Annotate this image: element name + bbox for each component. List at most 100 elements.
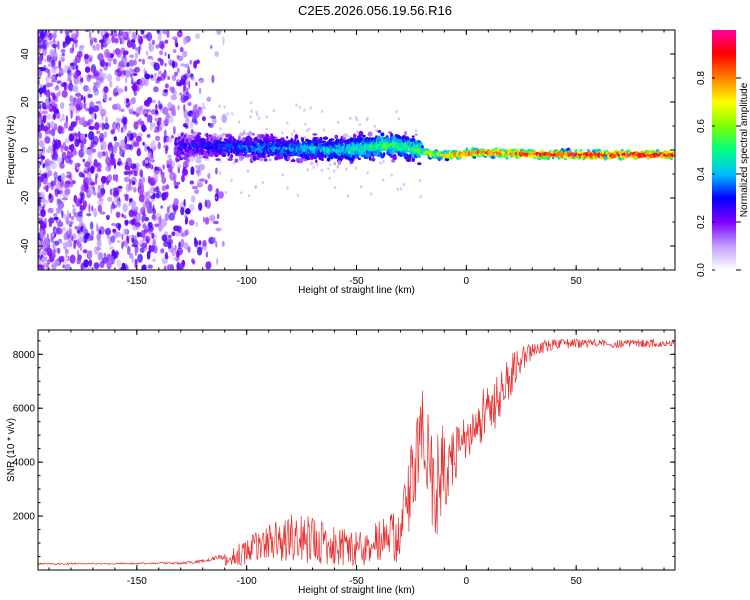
spectrogram-noise-cell (74, 42, 78, 48)
spectrogram-noise-cell (96, 130, 101, 134)
spectrogram-noise-cell (49, 49, 55, 58)
spectrogram-noise-cell (179, 229, 184, 236)
spectrogram-noise-cell (66, 171, 72, 175)
spectrogram-noise-cell (133, 141, 140, 147)
spectrogram-noise-cell (75, 92, 82, 98)
spectrogram-noise-cell (38, 140, 45, 148)
spectrogram-noise-cell (173, 126, 176, 135)
spectrogram-noise-cell (95, 43, 100, 51)
spectrogram-noise-cell (96, 233, 101, 241)
spectrogram-noise-cell (60, 48, 66, 53)
spectrogram-noise-cell (48, 217, 55, 224)
spectrogram-signal-cell (411, 138, 416, 143)
spectrogram-noise-cell (124, 219, 127, 224)
spectrogram-noise-cell (184, 208, 191, 215)
spectrogram-signal-cell (414, 133, 418, 136)
spectrogram-noise-cell (109, 80, 113, 88)
spectrogram-signal-cell (368, 156, 372, 161)
spectrogram-noise-cell (115, 85, 120, 92)
spectrogram-noise-cell (93, 46, 97, 52)
snr-y-tick-label: 8000 (13, 350, 36, 361)
spectrogram-noise-cell (157, 117, 162, 122)
snr-ticks: -150 -100 -50 0 50 2000 4000 6000 8000 (13, 330, 675, 587)
spectrogram-noise-cell (358, 123, 362, 127)
spectrogram-noise-cell (43, 185, 49, 191)
spectrogram-noise-cell (176, 261, 181, 270)
spectrogram-noise-cell (181, 174, 185, 183)
spectrogram-signal-cell (298, 158, 304, 164)
spectrogram-noise-cell (60, 102, 65, 110)
spectrogram-noise-cell (110, 129, 116, 135)
spectrogram-noise-cell (41, 173, 48, 178)
spectrogram-noise-cell (176, 81, 179, 86)
spectrogram-noise-cell (83, 120, 88, 126)
spectrogram-signal-cell (322, 136, 329, 140)
spectrogram-noise-cell (64, 145, 69, 152)
spectrogram-noise-cell (80, 185, 83, 194)
spectrogram-noise-cell (87, 167, 91, 172)
spectrogram-noise-cell (122, 69, 127, 76)
spectrogram-noise-cell (149, 159, 155, 163)
spectrogram-noise-cell (148, 41, 152, 50)
spectrogram-noise-cell (83, 259, 89, 268)
spectrogram-noise-cell (124, 240, 128, 248)
spectrogram-noise-cell (176, 30, 183, 38)
spectrogram-noise-cell (137, 132, 143, 137)
spectrogram-noise-cell (74, 162, 78, 168)
spectrogram-noise-cell (171, 135, 174, 139)
spectrogram-noise-cell (160, 73, 166, 81)
spectrogram-noise-cell (224, 190, 227, 194)
spectrogram-noise-cell (414, 129, 418, 133)
spectrogram-noise-cell (126, 40, 133, 48)
spectrogram-noise-cell (104, 48, 110, 59)
spectrogram-noise-cell (265, 115, 269, 119)
spectrogram-noise-cell (165, 184, 170, 190)
spectrogram-noise-cell (55, 216, 58, 224)
spectrogram-signal-cell (189, 156, 195, 162)
spectrogram-noise-cell (215, 241, 218, 248)
spectrogram-noise-cell (115, 211, 121, 218)
spectrogram-noise-cell (42, 48, 47, 56)
spectrogram-noise-cell (196, 59, 200, 65)
spectrogram-noise-cell (333, 185, 337, 190)
spectrogram-noise-cell (80, 133, 86, 140)
spectrogram-noise-cell (203, 216, 205, 223)
spectrogram-signal-cell (180, 153, 185, 158)
spectrogram-signal-cell (202, 138, 206, 142)
spectrogram-noise-cell (257, 116, 261, 120)
spectrogram-noise-cell (67, 255, 70, 262)
spectrogram-noise-cell (173, 89, 177, 97)
spectrogram-noise-cell (190, 195, 196, 203)
spectrogram-noise-cell (131, 255, 134, 263)
spectrogram-noise-cell (145, 159, 149, 164)
spectrogram-noise-cell (53, 30, 58, 34)
spectrogram-noise-cell (134, 66, 141, 73)
spectrogram-noise-cell (137, 253, 143, 263)
spectrogram-noise-cell (69, 95, 74, 103)
spectrogram-noise-cell (96, 168, 102, 173)
spectrogram-noise-cell (327, 167, 330, 171)
spectrogram-noise-cell (172, 49, 177, 53)
spectrogram-noise-cell (365, 118, 368, 122)
colorbar-ticks: 0.0 0.2 0.4 0.6 0.8 (696, 71, 741, 277)
spectrogram-noise-cell (211, 74, 215, 84)
spectrogram-noise-cell (87, 250, 91, 256)
spectrogram-signal-cell (225, 138, 229, 142)
spectrogram-noise-cell (113, 187, 120, 196)
spectrogram-noise-cell (216, 213, 220, 220)
spectrogram-noise-cell (154, 117, 158, 122)
spectrogram-noise-cell (127, 245, 130, 255)
spectrogram-noise-cell (130, 200, 137, 207)
spectrogram-noise-cell (145, 99, 151, 108)
spectrogram-noise-cell (111, 35, 115, 44)
spectrogram-noise-cell (50, 92, 55, 97)
spectrogram-noise-cell (56, 180, 61, 190)
spectrogram-signal-cell (411, 135, 415, 138)
spectrogram-noise-cell (75, 226, 80, 231)
spectrogram-signal-cell (551, 156, 555, 160)
spectrogram-noise-cell (175, 231, 180, 237)
spectrogram-noise-cell (212, 117, 217, 125)
spectrogram-noise-cell (332, 169, 336, 173)
spectrogram-signal-cell (367, 131, 373, 137)
spectrogram-noise-cell (82, 84, 89, 92)
